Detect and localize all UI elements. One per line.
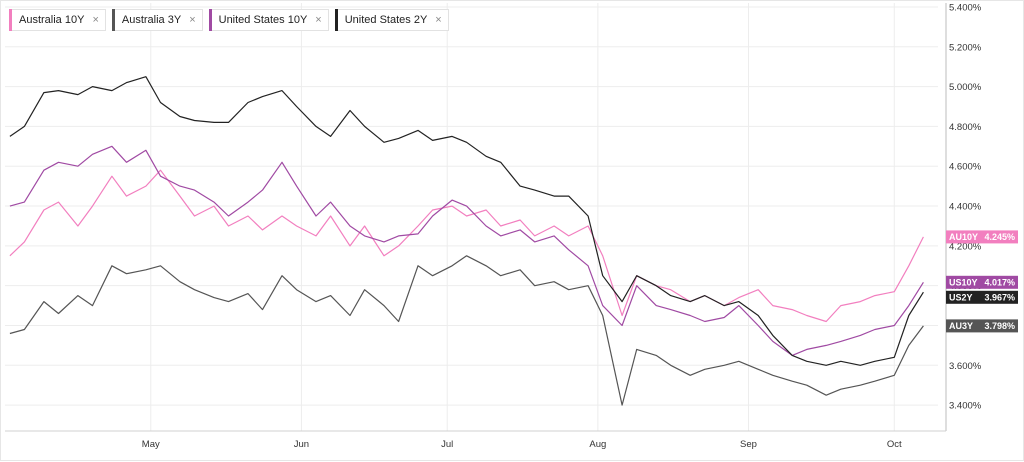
x-tick-label: Sep xyxy=(740,439,757,450)
close-icon[interactable]: × xyxy=(189,14,196,26)
y-tick-label: 4.800% xyxy=(949,122,982,133)
end-tag-value: 4.017% xyxy=(984,277,1015,287)
x-tick-label: Jun xyxy=(294,439,309,450)
legend-label: Australia 3Y xyxy=(121,14,182,26)
end-tag-label: US10Y xyxy=(949,277,978,287)
y-tick-label: 4.200% xyxy=(949,241,982,252)
y-tick-label: 5.000% xyxy=(949,82,982,93)
end-tag xyxy=(946,230,1018,244)
series-line-united-states-2y xyxy=(9,76,924,366)
end-tag xyxy=(946,275,1018,289)
end-tag-label: US2Y xyxy=(949,292,973,302)
end-tag-value: 4.245% xyxy=(984,232,1015,242)
legend-swatch xyxy=(208,9,212,31)
y-tick-label: 3.600% xyxy=(949,361,982,372)
end-tag-label: AU10Y xyxy=(949,232,978,242)
y-tick-label: 5.400% xyxy=(949,2,982,13)
y-tick-label: 3.400% xyxy=(949,401,982,412)
y-tick-label: 5.200% xyxy=(949,42,982,53)
legend-item-australia-10y[interactable]: Australia 10Y × xyxy=(9,9,106,31)
end-tag-value: 3.798% xyxy=(984,321,1015,331)
series-line-australia-10y xyxy=(9,169,924,323)
legend-label: United States 10Y xyxy=(218,14,308,26)
legend-swatch xyxy=(9,9,12,31)
y-tick-label: 4.600% xyxy=(949,162,982,173)
end-tag-value: 3.967% xyxy=(984,292,1015,302)
end-tag xyxy=(946,319,1018,333)
legend-item-united-states-10y[interactable]: United States 10Y × xyxy=(208,9,329,31)
legend-item-australia-3y[interactable]: Australia 3Y × xyxy=(111,9,203,31)
legend-swatch xyxy=(111,9,115,31)
end-tag-label: AU3Y xyxy=(949,321,973,331)
series-line-australia-3y xyxy=(9,255,924,406)
close-icon[interactable]: × xyxy=(315,14,322,26)
x-tick-label: Aug xyxy=(589,439,606,450)
close-icon[interactable]: × xyxy=(435,14,442,26)
close-icon[interactable]: × xyxy=(92,14,99,26)
x-tick-label: Jul xyxy=(441,439,453,450)
y-tick-label: 4.400% xyxy=(949,202,982,213)
legend-swatch xyxy=(334,9,338,31)
legend: Australia 10Y × Australia 3Y × United St… xyxy=(9,9,449,31)
end-tag xyxy=(946,290,1018,304)
x-tick-label: Oct xyxy=(887,439,902,450)
legend-item-united-states-2y[interactable]: United States 2Y × xyxy=(334,9,449,31)
series-line-united-states-10y xyxy=(9,145,924,356)
x-tick-label: May xyxy=(142,439,160,450)
legend-label: United States 2Y xyxy=(344,14,428,26)
legend-label: Australia 10Y xyxy=(19,14,85,26)
